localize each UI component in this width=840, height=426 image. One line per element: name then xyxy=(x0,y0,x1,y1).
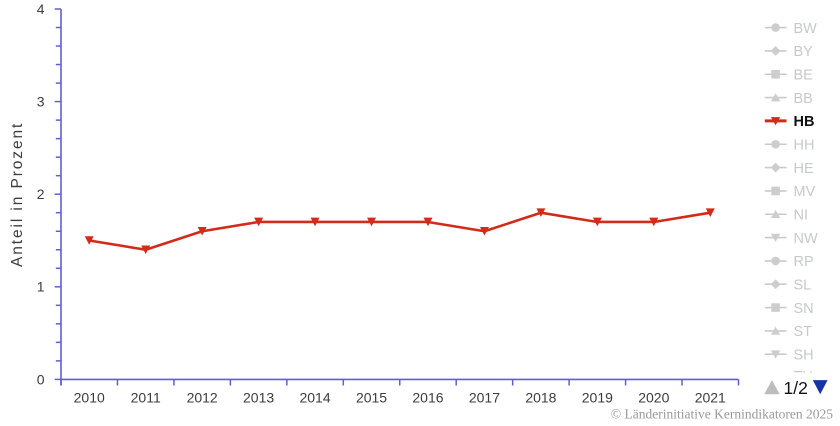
svg-text:Anteil in Prozent: Anteil in Prozent xyxy=(9,122,26,267)
svg-text:SN: SN xyxy=(794,301,814,317)
svg-text:3: 3 xyxy=(37,94,45,110)
svg-text:2011: 2011 xyxy=(131,390,161,406)
svg-text:2021: 2021 xyxy=(695,390,726,406)
svg-text:BB: BB xyxy=(794,91,813,107)
svg-text:2012: 2012 xyxy=(187,390,218,406)
svg-text:2015: 2015 xyxy=(356,390,387,406)
svg-text:© Länderinitiative Kernindikat: © Länderinitiative Kernindikatoren 2025 xyxy=(611,407,833,422)
svg-text:BE: BE xyxy=(794,67,814,83)
svg-text:2020: 2020 xyxy=(638,390,669,406)
svg-text:1: 1 xyxy=(37,279,45,295)
svg-text:2017: 2017 xyxy=(469,390,500,406)
svg-text:MV: MV xyxy=(794,184,816,200)
svg-text:HH: HH xyxy=(794,137,815,153)
svg-text:NI: NI xyxy=(794,207,809,223)
svg-text:BY: BY xyxy=(794,44,814,60)
svg-text:2013: 2013 xyxy=(243,390,274,406)
svg-text:NW: NW xyxy=(794,231,818,247)
svg-text:2016: 2016 xyxy=(412,390,443,406)
svg-text:2014: 2014 xyxy=(299,390,330,406)
svg-text:TH: TH xyxy=(794,369,813,385)
svg-text:2010: 2010 xyxy=(74,390,105,406)
svg-text:2019: 2019 xyxy=(582,390,613,406)
svg-text:ST: ST xyxy=(794,324,813,340)
svg-text:SL: SL xyxy=(794,277,812,293)
svg-text:1/2: 1/2 xyxy=(784,378,808,398)
svg-text:SH: SH xyxy=(794,347,814,363)
svg-text:2018: 2018 xyxy=(525,390,556,406)
svg-text:BW: BW xyxy=(794,21,818,37)
svg-text:4: 4 xyxy=(37,1,45,17)
svg-text:HB: HB xyxy=(794,114,815,130)
svg-text:RP: RP xyxy=(794,254,814,270)
svg-text:HE: HE xyxy=(794,161,814,177)
svg-text:2: 2 xyxy=(37,186,45,202)
svg-text:0: 0 xyxy=(37,371,45,387)
